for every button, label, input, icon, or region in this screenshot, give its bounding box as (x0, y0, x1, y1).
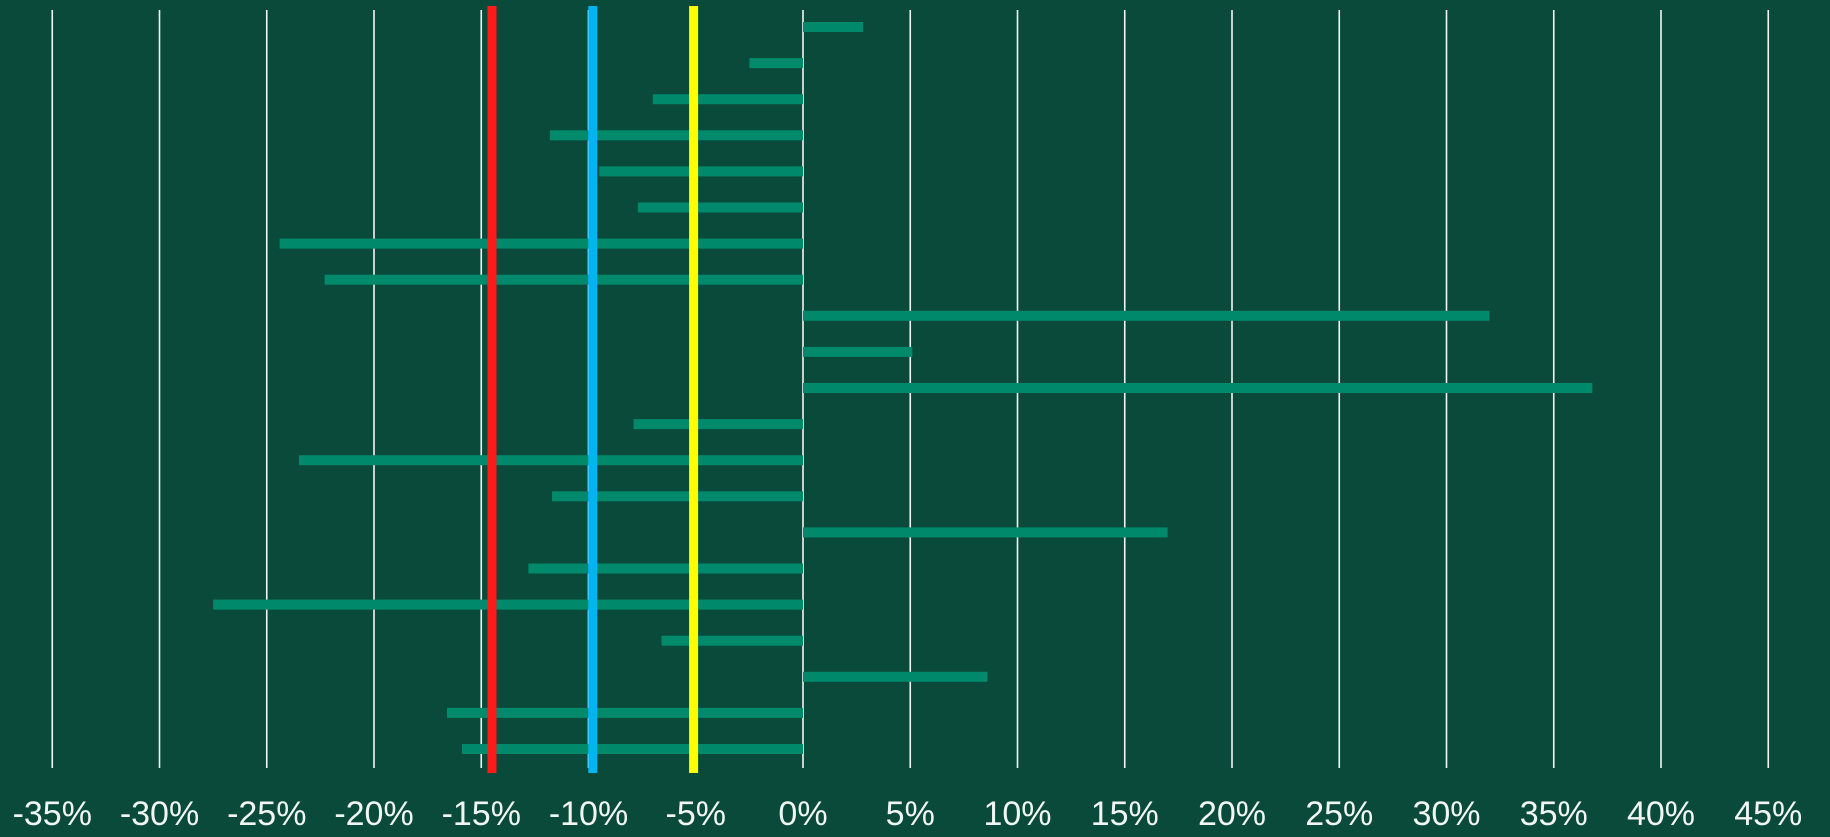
reference-line-yellow (689, 6, 698, 773)
bar (803, 347, 912, 357)
reference-line-blue (588, 6, 597, 773)
bar (325, 275, 803, 285)
bar (803, 383, 1592, 393)
bar (661, 636, 803, 646)
bar (653, 94, 803, 104)
x-tick-label: -10% (549, 795, 628, 833)
x-tick-label: -25% (227, 795, 306, 833)
x-tick-label: 5% (886, 795, 935, 833)
bar (803, 22, 863, 32)
x-tick-label: 45% (1734, 795, 1802, 833)
x-tick-label: 15% (1091, 795, 1159, 833)
bar (213, 600, 803, 610)
bar (599, 166, 803, 176)
x-tick-label: -30% (120, 795, 199, 833)
x-tick-label: -5% (666, 795, 726, 833)
x-tick-label: 40% (1627, 795, 1695, 833)
bar (528, 564, 803, 574)
bar (803, 311, 1489, 321)
bars (213, 22, 1592, 754)
bar (462, 744, 803, 754)
x-tick-label: 30% (1412, 795, 1480, 833)
x-tick-label: 10% (983, 795, 1051, 833)
x-tick-label: -35% (13, 795, 92, 833)
x-tick-label: -20% (334, 795, 413, 833)
x-axis-tick-labels: -35% -30% -25% -20% -15% -10% -5% 0% 5% 10% 15% 20%… (13, 795, 1803, 833)
bar (299, 455, 803, 465)
x-tick-label: 20% (1198, 795, 1266, 833)
x-tick-label: 25% (1305, 795, 1373, 833)
bar (447, 708, 803, 718)
bar (803, 672, 987, 682)
bar (634, 419, 803, 429)
reference-line-red (487, 6, 496, 773)
bar (638, 203, 803, 213)
bar (550, 130, 803, 140)
reference-lines (487, 6, 698, 773)
x-tick-label: 0% (778, 795, 827, 833)
bar (803, 527, 1168, 537)
x-tick-label: 35% (1520, 795, 1588, 833)
bar (280, 239, 803, 249)
bar (749, 58, 803, 68)
x-tick-label: -15% (442, 795, 521, 833)
